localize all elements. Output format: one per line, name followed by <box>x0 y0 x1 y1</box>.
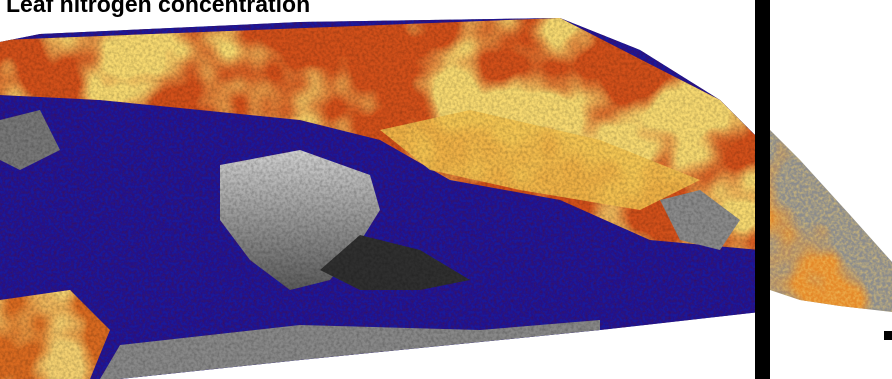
terrain-visualization <box>0 0 892 379</box>
title: Leaf nitrogen concentration <box>6 0 310 17</box>
page: Leaf nitrogen concentration (() => { con… <box>0 0 892 379</box>
main-panel <box>0 0 760 379</box>
marker <box>884 331 892 340</box>
side-panel <box>770 120 892 320</box>
divider <box>755 0 770 379</box>
